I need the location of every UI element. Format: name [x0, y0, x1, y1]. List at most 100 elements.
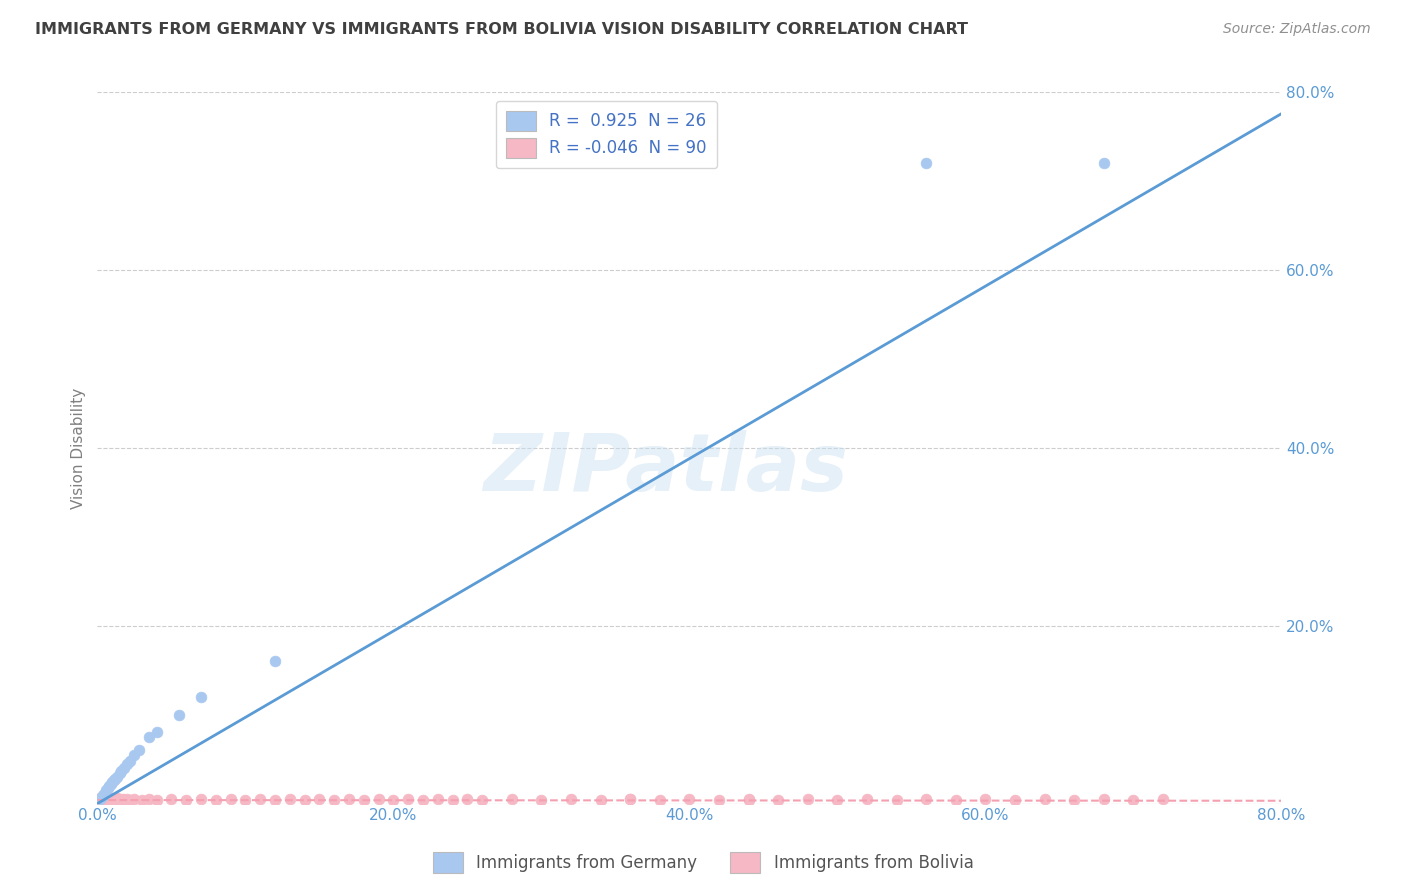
- Point: [105, 793, 128, 807]
- Point: [174, 793, 197, 807]
- Point: [128, 743, 150, 757]
- Point: [118, 793, 141, 807]
- Point: [89, 791, 111, 805]
- Point: [235, 793, 257, 807]
- Point: [441, 793, 464, 807]
- Point: [131, 793, 153, 807]
- Point: [87, 794, 110, 808]
- Point: [103, 772, 125, 787]
- Point: [264, 793, 287, 807]
- Point: [91, 792, 114, 806]
- Point: [678, 792, 700, 806]
- Legend: R =  0.925  N = 26, R = -0.046  N = 90: R = 0.925 N = 26, R = -0.046 N = 90: [496, 101, 717, 168]
- Point: [103, 793, 125, 807]
- Point: [103, 791, 125, 805]
- Point: [89, 794, 111, 808]
- Point: [89, 792, 111, 806]
- Point: [124, 792, 146, 806]
- Point: [115, 792, 138, 806]
- Point: [124, 747, 146, 762]
- Point: [530, 793, 553, 807]
- Point: [619, 792, 641, 806]
- Text: Source: ZipAtlas.com: Source: ZipAtlas.com: [1223, 22, 1371, 37]
- Point: [105, 791, 128, 805]
- Point: [87, 793, 110, 807]
- Point: [323, 793, 346, 807]
- Point: [886, 793, 908, 807]
- Point: [101, 792, 124, 806]
- Point: [308, 792, 330, 806]
- Point: [98, 794, 121, 808]
- Point: [91, 790, 114, 805]
- Point: [737, 792, 759, 806]
- Point: [396, 792, 419, 806]
- Point: [91, 788, 114, 802]
- Point: [100, 791, 122, 805]
- Point: [101, 775, 124, 789]
- Point: [1033, 792, 1056, 806]
- Point: [104, 772, 127, 786]
- Point: [945, 793, 967, 807]
- Point: [100, 793, 122, 807]
- Point: [1092, 792, 1115, 806]
- Point: [110, 764, 132, 778]
- Point: [104, 792, 127, 806]
- Point: [219, 792, 242, 806]
- Point: [97, 792, 120, 806]
- Text: IMMIGRANTS FROM GERMANY VS IMMIGRANTS FROM BOLIVIA VISION DISABILITY CORRELATION: IMMIGRANTS FROM GERMANY VS IMMIGRANTS FR…: [35, 22, 969, 37]
- Point: [105, 770, 128, 784]
- Y-axis label: Vision Disability: Vision Disability: [72, 387, 86, 508]
- Point: [98, 792, 121, 806]
- Point: [89, 792, 111, 806]
- Point: [1152, 792, 1174, 806]
- Point: [96, 792, 118, 806]
- Point: [138, 792, 160, 806]
- Point: [426, 792, 449, 806]
- Point: [915, 156, 938, 170]
- Point: [367, 792, 389, 806]
- Point: [111, 792, 134, 806]
- Point: [94, 794, 117, 808]
- Point: [827, 793, 849, 807]
- Point: [353, 793, 375, 807]
- Point: [589, 793, 612, 807]
- Point: [294, 793, 316, 807]
- Point: [382, 793, 405, 807]
- Point: [94, 786, 117, 800]
- Point: [100, 777, 122, 791]
- Point: [1092, 156, 1115, 170]
- Point: [1122, 793, 1144, 807]
- Point: [1063, 793, 1085, 807]
- Point: [249, 792, 271, 806]
- Point: [1004, 793, 1026, 807]
- Point: [112, 761, 135, 775]
- Point: [204, 793, 226, 807]
- Point: [97, 794, 120, 808]
- Point: [915, 792, 938, 806]
- Point: [974, 792, 997, 806]
- Point: [90, 789, 112, 804]
- Point: [707, 793, 730, 807]
- Point: [90, 792, 112, 806]
- Point: [648, 793, 671, 807]
- Point: [110, 793, 132, 807]
- Point: [107, 794, 129, 808]
- Point: [471, 793, 494, 807]
- Point: [97, 791, 120, 805]
- Point: [98, 779, 121, 793]
- Point: [118, 754, 141, 768]
- Point: [94, 792, 117, 806]
- Point: [619, 792, 641, 806]
- Point: [456, 792, 478, 806]
- Point: [101, 794, 124, 808]
- Point: [138, 730, 160, 744]
- Point: [337, 792, 360, 806]
- Point: [278, 792, 301, 806]
- Point: [190, 792, 212, 806]
- Point: [115, 757, 138, 772]
- Legend: Immigrants from Germany, Immigrants from Bolivia: Immigrants from Germany, Immigrants from…: [426, 846, 980, 880]
- Point: [766, 793, 789, 807]
- Point: [190, 690, 212, 704]
- Point: [94, 791, 117, 805]
- Point: [560, 792, 582, 806]
